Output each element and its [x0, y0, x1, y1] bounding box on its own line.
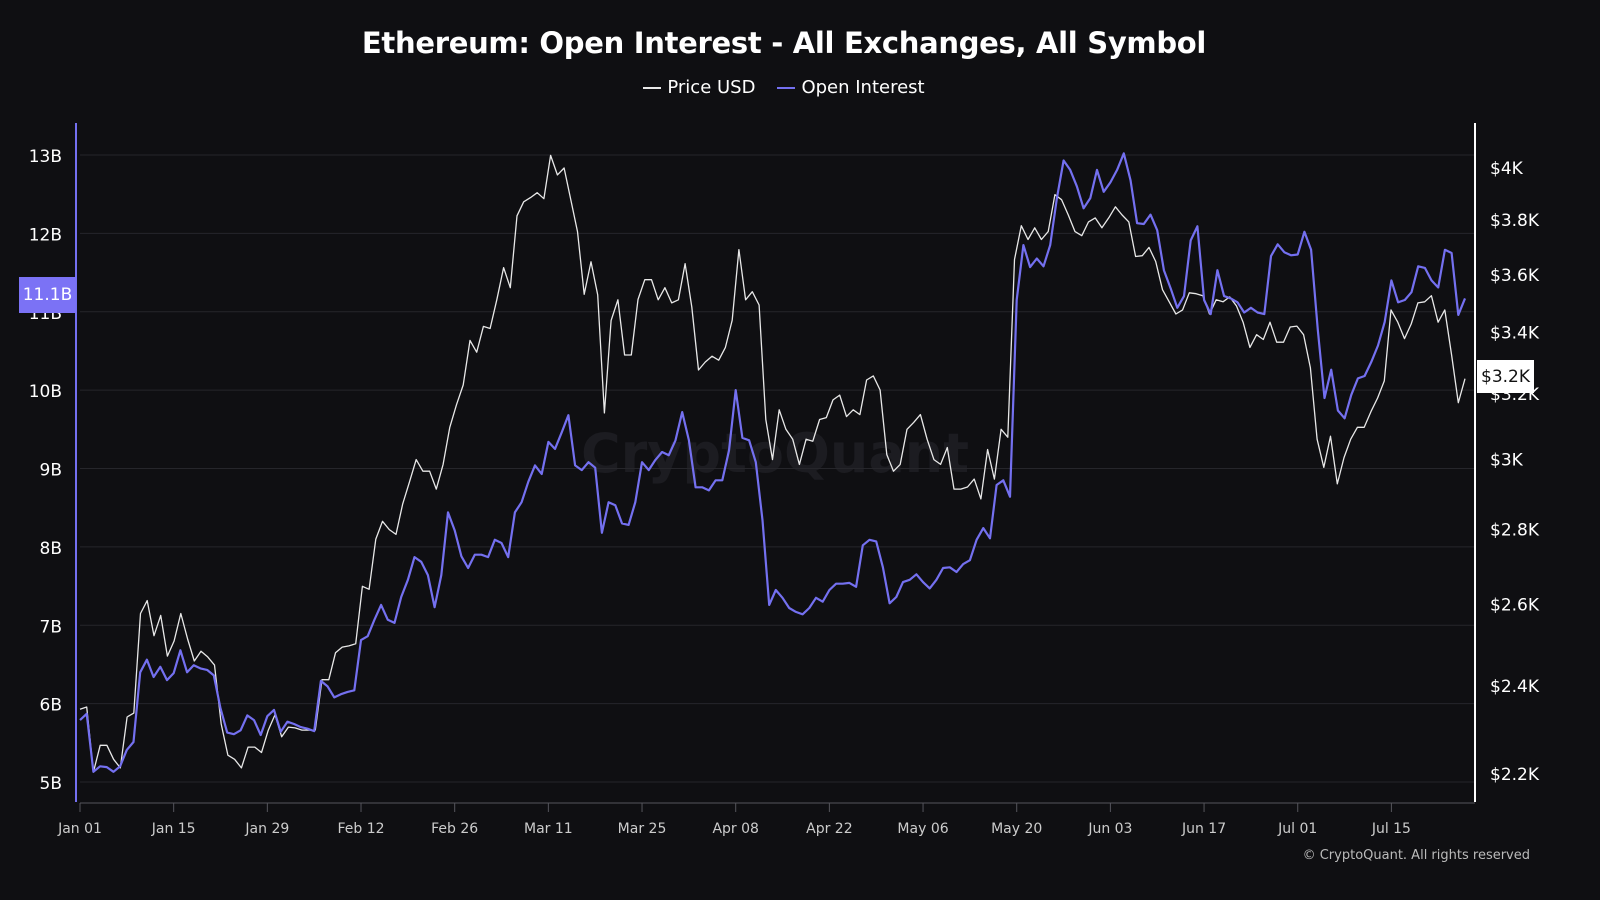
right-axis-tick-label: $3.4K — [1490, 324, 1540, 344]
left-axis-tick-label: 8B — [40, 539, 62, 559]
chart-title: Ethereum: Open Interest - All Exchanges,… — [361, 26, 1207, 60]
x-axis-tick-label: Jul 15 — [1371, 821, 1411, 837]
left-axis-tick-label: 9B — [40, 461, 62, 481]
legend-item-price[interactable]: Price USD — [643, 77, 755, 98]
left-axis-tick-label: 6B — [40, 696, 62, 716]
left-axis-tick-label: 7B — [40, 617, 62, 637]
legend-swatch-open-interest — [777, 86, 796, 89]
legend-label-open-interest: Open Interest — [801, 77, 925, 98]
right-axis-tick-label: $2.8K — [1490, 521, 1540, 541]
x-axis-tick-label: Mar 25 — [618, 821, 667, 837]
x-axis-tick-label: Jun 17 — [1181, 821, 1226, 837]
right-axis-tick-label: $3K — [1490, 451, 1524, 471]
right-axis-tick-label: $2.6K — [1490, 596, 1540, 616]
x-axis-tick-label: Jul 01 — [1277, 821, 1317, 837]
right-axis-tick-label: $3.8K — [1490, 211, 1540, 231]
legend-label-price: Price USD — [667, 77, 756, 98]
x-axis-tick-label: Jan 29 — [244, 821, 289, 837]
right-axis-tick-label: $4K — [1490, 159, 1524, 179]
x-axis-tick-label: Feb 12 — [337, 821, 384, 837]
right-axis-tick-label: $2.2K — [1490, 765, 1540, 785]
x-axis-tick-label: Apr 08 — [712, 821, 758, 837]
x-axis-tick-label: Jun 03 — [1087, 821, 1132, 837]
right-axis-tick-label: $2.4K — [1490, 677, 1540, 697]
legend: Price USD Open Interest — [0, 77, 1568, 98]
x-axis-tick-label: May 06 — [897, 821, 948, 837]
x-axis-tick-label: May 20 — [991, 821, 1042, 837]
left-axis-tick-label: 10B — [29, 382, 62, 402]
x-axis-tick-label: Feb 26 — [431, 821, 478, 837]
price-last-value-tag: $3.2K — [1477, 360, 1534, 393]
legend-swatch-price — [643, 86, 662, 89]
x-axis-tick-label: Apr 22 — [806, 821, 852, 837]
watermark: CryptoQuant — [581, 422, 969, 485]
open-interest-line — [79, 152, 1467, 773]
legend-item-open-interest[interactable]: Open Interest — [777, 77, 925, 98]
right-axis-tick-label: $3.6K — [1490, 266, 1540, 286]
x-axis-tick-label: Jan 15 — [151, 821, 196, 837]
left-axis-tick-label: 12B — [29, 225, 62, 245]
left-axis-tick-label: 13B — [29, 147, 62, 167]
open-interest-last-value-tag: 11.1B — [19, 277, 76, 313]
left-axis-tick-label: 5B — [40, 774, 62, 794]
x-axis-tick-label: Jan 01 — [57, 821, 102, 837]
copyright-footer: © CryptoQuant. All rights reserved — [1302, 848, 1530, 863]
x-axis-tick-label: Mar 11 — [524, 821, 573, 837]
